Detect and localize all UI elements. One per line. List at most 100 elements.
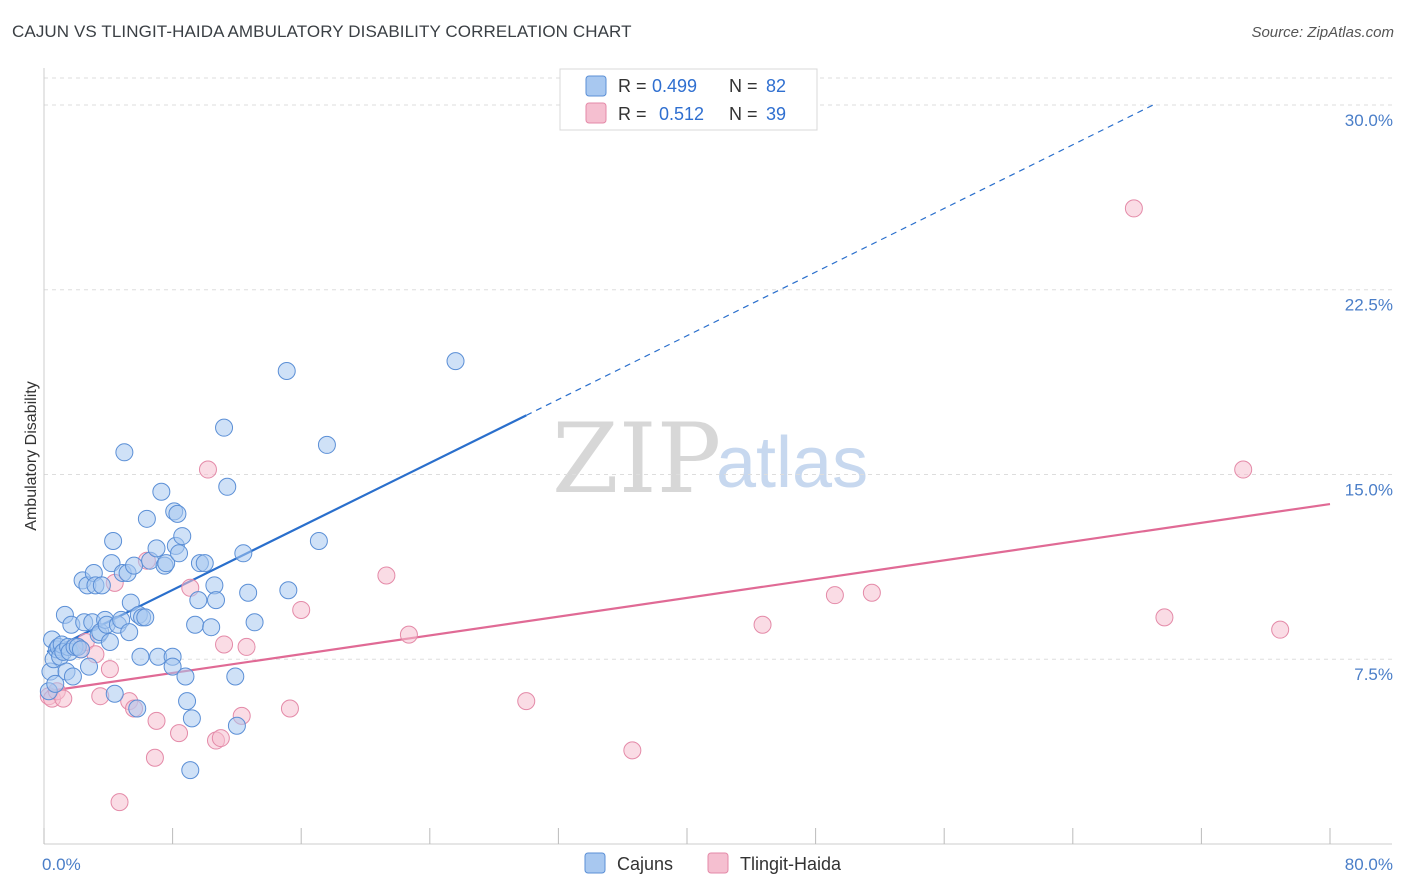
cajun-point [63, 667, 82, 686]
tlingit-point [377, 566, 396, 585]
tlingit-point [1234, 460, 1253, 479]
cajun-point [131, 647, 150, 666]
watermark-atlas: atlas [716, 423, 868, 503]
tlingit-point [1124, 199, 1143, 218]
legend-n-label-cajun: N = [729, 76, 758, 96]
legend-r-value-cajun: 0.499 [652, 76, 697, 96]
cajun-trend [46, 104, 1154, 653]
cajun-point [176, 667, 195, 686]
tlingit-point [517, 692, 536, 711]
cajun-point [195, 554, 214, 573]
source-credit: Source: ZipAtlas.com [1251, 24, 1394, 41]
tlingit-point [1271, 620, 1290, 639]
cajun-point [120, 623, 139, 642]
tlingit-point [211, 729, 230, 748]
tlingit-point [399, 625, 418, 644]
cajun-point [245, 613, 264, 632]
cajun-point [178, 692, 197, 711]
cajun-point [202, 618, 221, 637]
cajun-point [181, 761, 200, 780]
cajun-point [128, 699, 147, 718]
tlingit-point [825, 586, 844, 605]
tlingit-trend [47, 502, 1331, 693]
bottom-legend: Cajuns Tlingit-Haida [584, 852, 842, 874]
chart-title: CAJUN VS TLINGIT-HAIDA AMBULATORY DISABI… [12, 22, 632, 41]
cajun-point [170, 544, 189, 563]
cajun-point [152, 482, 171, 501]
cajun-point [277, 362, 296, 381]
legend-n-label-tlingit: N = [729, 104, 758, 124]
cajun-point [104, 531, 123, 550]
cajun-point [147, 539, 166, 558]
tlingit-point [215, 635, 234, 654]
cajun-point [163, 657, 182, 676]
legend-swatch-cajun [585, 75, 607, 97]
cajun-point [92, 576, 111, 595]
cajun-points [39, 352, 465, 780]
cajun-point [168, 504, 187, 523]
legend-r-value-tlingit: 0.512 [659, 104, 704, 124]
cajun-point [215, 418, 234, 437]
cajun-point [226, 667, 245, 686]
cajun-point [189, 591, 208, 610]
cajun-point [46, 674, 65, 693]
cajun-point [125, 556, 144, 575]
tlingit-point [170, 724, 189, 743]
cajun-point [218, 477, 237, 496]
y-tick-label: 15.0% [1345, 480, 1393, 499]
tlingit-point [198, 460, 217, 479]
tlingit-point [753, 615, 772, 634]
cajun-point [279, 581, 298, 600]
tlingit-point [237, 637, 256, 656]
axes: 7.5% 15.0% 22.5% 30.0% 0.0% 80.0% [42, 68, 1393, 874]
cajun-point [80, 657, 99, 676]
cajun-point [71, 640, 90, 659]
tlingit-point [292, 600, 311, 619]
cajun-point [227, 716, 246, 735]
tlingit-point [1155, 608, 1174, 627]
cajun-trend-dashed [525, 104, 1154, 416]
tlingit-point [145, 748, 164, 767]
tlingit-point [110, 793, 129, 812]
bottom-legend-label-tlingit: Tlingit-Haida [740, 854, 842, 874]
cajun-point [136, 608, 155, 627]
y-tick-label: 7.5% [1354, 665, 1393, 684]
cajun-point [309, 531, 328, 550]
cajun-trend-solid [46, 414, 527, 653]
legend-r-label-tlingit: R = [618, 104, 647, 124]
tlingit-point [100, 660, 119, 679]
bottom-legend-swatch-tlingit [707, 852, 729, 874]
top-legend: R = 0.499 N = 82 R = 0.512 N = 39 [559, 68, 818, 131]
y-tick-label: 22.5% [1345, 296, 1393, 315]
legend-n-value-cajun: 82 [766, 76, 786, 96]
cajun-point [173, 527, 192, 546]
cajun-point [234, 544, 253, 563]
legend-n-value-tlingit: 39 [766, 104, 786, 124]
cajun-point [446, 352, 465, 371]
bottom-legend-label-cajun: Cajuns [617, 854, 673, 874]
tlingit-point [280, 699, 299, 718]
y-tick-label: 30.0% [1345, 111, 1393, 130]
cajun-point [115, 443, 134, 462]
tlingit-point [54, 689, 73, 708]
cajun-point [186, 615, 205, 634]
tlingit-trend-solid [47, 502, 1331, 693]
tlingit-point [623, 741, 642, 760]
cajun-point [137, 509, 156, 528]
tlingit-point [147, 711, 166, 730]
cajun-point [105, 684, 124, 703]
cajun-point [207, 591, 226, 610]
grid-lines [44, 77, 1392, 660]
tlingit-point [862, 583, 881, 602]
x-tick-label: 0.0% [42, 855, 81, 874]
cajun-point [317, 435, 336, 454]
y-axis-label: Ambulatory Disability [23, 381, 40, 530]
legend-r-label-cajun: R = [618, 76, 647, 96]
legend-swatch-tlingit [585, 102, 607, 124]
cajun-point [157, 554, 176, 573]
cajun-point [239, 583, 258, 602]
cajun-point [100, 632, 119, 651]
x-tick-label: 80.0% [1345, 855, 1393, 874]
cajun-point [182, 709, 201, 728]
